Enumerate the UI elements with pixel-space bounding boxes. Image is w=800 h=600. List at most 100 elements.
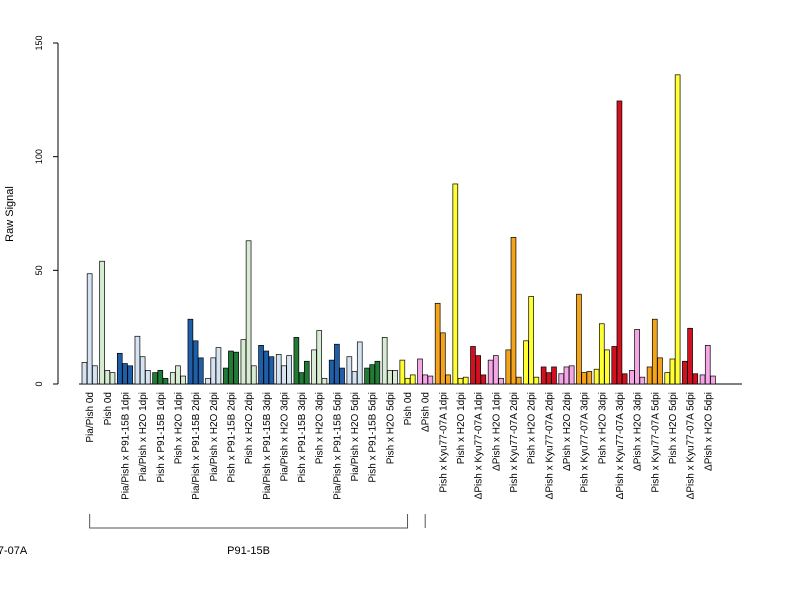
bar	[581, 372, 587, 385]
bar-group	[293, 337, 310, 385]
bar	[311, 349, 317, 385]
bar	[328, 359, 335, 385]
bar-group	[452, 183, 469, 385]
bar	[710, 375, 716, 385]
bar-group	[116, 352, 133, 385]
bar	[192, 340, 199, 385]
bar-group	[629, 329, 646, 385]
bar	[134, 335, 141, 385]
group-brackets-layer: P91-15B Kyu77-07A	[0, 514, 426, 557]
bar	[510, 237, 517, 385]
x-tick-label: Pish x Kyu77-07A 3dpi	[580, 392, 591, 493]
bar	[616, 100, 623, 385]
x-tick-label: Pia/Pish 0d	[85, 392, 96, 443]
bar	[598, 323, 605, 385]
bar	[427, 375, 434, 385]
bar	[434, 302, 441, 385]
bar	[81, 362, 88, 385]
bar	[210, 357, 217, 385]
x-tick-label: ΔPish x H2O 2dpi	[562, 392, 573, 471]
bar-group	[611, 100, 628, 385]
bar	[356, 341, 363, 385]
bar	[639, 376, 646, 385]
bar	[440, 332, 446, 385]
bar	[674, 74, 681, 385]
bar	[334, 343, 340, 385]
bar	[303, 360, 310, 385]
bar	[593, 368, 600, 385]
x-tick-label: Pish 0d	[403, 392, 414, 425]
bar-group	[417, 358, 434, 385]
x-tick-label: Pish x H2O 5dpi	[668, 392, 679, 464]
bar	[682, 360, 688, 385]
x-tick-label: Pish x P91-15B 5dpi	[368, 392, 379, 483]
bar	[169, 372, 176, 385]
x-tick-label: Pish x P91-15B 2dpi	[226, 392, 237, 483]
bar	[540, 366, 547, 385]
bar	[399, 359, 406, 385]
bar	[346, 356, 353, 385]
bar-group	[381, 337, 398, 385]
x-tick-label: Pish x Kyu77-07A 2dpi	[509, 392, 520, 493]
bar	[157, 370, 164, 385]
bar	[293, 337, 300, 385]
group-label: P91-15B	[227, 545, 270, 557]
x-tick-label: Pia/Pish x H2O 3dpi	[279, 392, 290, 482]
bar-group	[664, 74, 681, 385]
bar	[462, 376, 469, 385]
bar	[515, 376, 522, 385]
bar	[92, 365, 98, 385]
group-label: Kyu77-07A	[0, 545, 28, 557]
bar	[240, 339, 247, 385]
x-tick-label: Pia/Pish x P91-15B 5dpi	[332, 392, 343, 500]
bar	[205, 377, 211, 385]
bar	[657, 357, 663, 385]
bar-group	[152, 370, 169, 385]
bar-group	[187, 318, 204, 385]
bar	[646, 366, 653, 385]
x-tick-label: Pish x Kyu77-07A 1dpi	[438, 392, 449, 493]
bar	[533, 376, 540, 385]
bar	[351, 371, 358, 385]
bar-group	[81, 273, 98, 385]
bar-group	[646, 318, 663, 385]
y-axis-title: Raw Signal	[4, 186, 16, 242]
bar-group	[434, 302, 451, 385]
bar	[475, 355, 481, 385]
bar	[263, 350, 270, 385]
bar-group	[134, 335, 151, 385]
bar	[381, 337, 388, 385]
bar-group	[275, 354, 292, 385]
bar-group	[540, 366, 557, 385]
x-tick-label: Pish x Kyu77-07A 5dpi	[650, 392, 661, 493]
x-tick-label: Pia/Pish x H2O 2dpi	[209, 392, 220, 482]
bars-layer	[81, 74, 716, 385]
bar	[692, 373, 699, 385]
bar	[127, 365, 133, 385]
bar-group	[346, 341, 363, 385]
bar	[250, 365, 257, 385]
bar-group	[99, 260, 116, 385]
bar	[457, 377, 464, 385]
bar	[374, 360, 381, 385]
bar	[487, 359, 494, 385]
bar	[152, 372, 158, 385]
bar	[699, 374, 706, 385]
bar	[369, 364, 376, 385]
bar	[651, 318, 658, 385]
x-tick-label: Pish x H2O 3dpi	[315, 392, 326, 464]
bar	[364, 367, 370, 385]
bar-group	[222, 350, 239, 385]
bar	[245, 240, 252, 385]
bar	[387, 370, 393, 385]
x-tick-label: Pish x P91-15B 1dpi	[156, 392, 167, 483]
category-labels-layer: Pia/Pish 0d Pish 0d Pia/Pish x P91-15B 1dp…	[85, 392, 714, 500]
bar	[528, 296, 534, 385]
bar	[162, 377, 169, 385]
bar	[275, 354, 282, 385]
bar	[687, 327, 693, 385]
bar-group	[169, 365, 186, 385]
bar-group	[523, 296, 540, 385]
bar	[122, 363, 128, 385]
